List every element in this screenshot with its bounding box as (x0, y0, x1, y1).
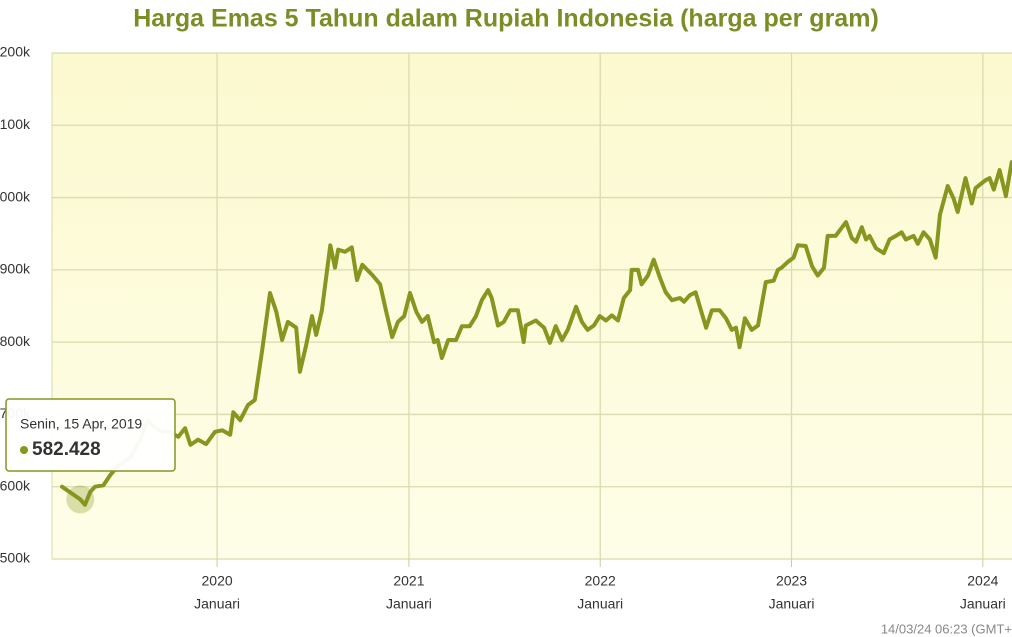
price-line (60, 160, 1012, 507)
plot-area (51, 52, 1012, 560)
plot (60, 160, 1012, 514)
tooltip-box (5, 398, 176, 472)
grid (52, 52, 1012, 560)
x-tick-sublabel: Januari (960, 596, 1006, 612)
x-tick-sublabel: Januari (386, 596, 432, 612)
y-tick-label: 1.100k (0, 116, 31, 132)
x-tick-label: 2020 (202, 573, 233, 589)
tooltip-dot (20, 446, 28, 454)
x-tick-sublabel: Januari (194, 596, 240, 612)
labels: 500k600k700k800k900k1.000k1.100k1.200k20… (0, 44, 1006, 612)
footer: 14/03/24 06:23 (GMT+ (881, 621, 1012, 636)
x-tick-label: 2022 (585, 573, 616, 589)
hover-halo (66, 485, 95, 514)
y-tick-label: 600k (0, 477, 31, 493)
chart-title: Harga Emas 5 Tahun dalam Rupiah Indonesi… (133, 5, 879, 33)
y-tick-label: 800k (0, 333, 31, 349)
y-tick-label: 1.000k (0, 188, 31, 204)
tooltip-date: Senin, 15 Apr, 2019 (20, 416, 142, 432)
x-tick-sublabel: Januari (577, 596, 623, 612)
x-tick-label: 2021 (393, 573, 424, 589)
y-tick-label: 900k (0, 261, 31, 277)
tooltip: Senin, 15 Apr, 2019 582.428 (5, 398, 176, 472)
y-tick-label: 500k (0, 550, 31, 566)
x-tick-label: 2024 (967, 573, 998, 589)
tooltip-value: 582.428 (32, 439, 101, 460)
x-tick-sublabel: Januari (769, 596, 815, 612)
x-tick-label: 2023 (776, 573, 807, 589)
y-tick-label: 1.200k (0, 44, 31, 60)
